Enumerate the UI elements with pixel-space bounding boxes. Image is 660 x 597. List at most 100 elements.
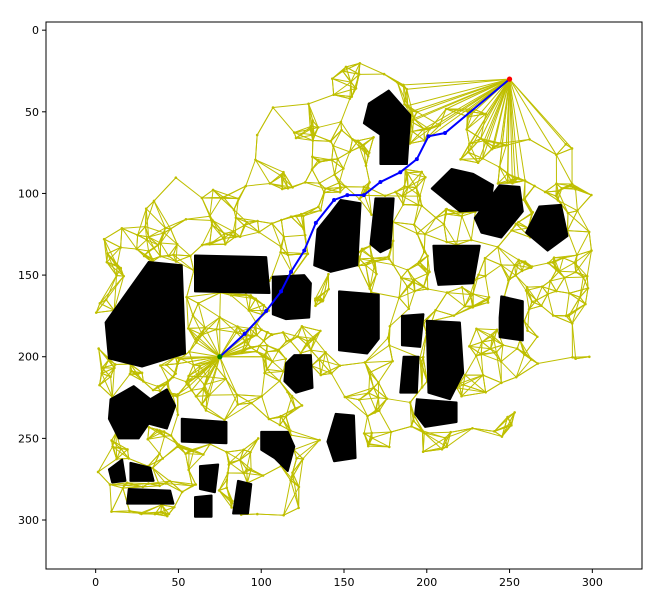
roadmap-edge bbox=[567, 210, 578, 214]
roadmap-edge bbox=[373, 387, 379, 398]
roadmap-edge bbox=[526, 286, 537, 301]
roadmap-node bbox=[327, 272, 330, 276]
roadmap-edge bbox=[105, 299, 115, 311]
roadmap-edge bbox=[417, 196, 421, 206]
roadmap-node bbox=[401, 194, 404, 198]
roadmap-edge bbox=[147, 453, 160, 467]
roadmap-edge bbox=[319, 174, 335, 184]
roadmap-edge bbox=[147, 431, 165, 440]
roadmap-node bbox=[159, 364, 162, 367]
roadmap-edge bbox=[141, 372, 144, 382]
roadmap-node bbox=[486, 301, 490, 304]
roadmap-node bbox=[119, 246, 122, 249]
roadmap-edge bbox=[264, 356, 273, 362]
roadmap-edge bbox=[322, 274, 329, 302]
roadmap-edge bbox=[331, 66, 347, 80]
roadmap-edge bbox=[333, 87, 357, 96]
roadmap-edge bbox=[268, 415, 281, 420]
roadmap-edge bbox=[261, 372, 266, 397]
goal-fan-edge bbox=[509, 79, 513, 184]
roadmap-edge bbox=[398, 290, 415, 299]
roadmap-edge bbox=[237, 395, 262, 405]
roadmap-node bbox=[300, 404, 304, 407]
roadmap-edge bbox=[392, 204, 404, 223]
roadmap-edge bbox=[236, 394, 239, 405]
roadmap-edge bbox=[402, 186, 409, 205]
roadmap-node bbox=[144, 207, 148, 211]
roadmap-edge bbox=[413, 224, 426, 235]
roadmap-edge bbox=[137, 234, 147, 241]
roadmap-edge bbox=[99, 275, 117, 304]
roadmap-edge bbox=[185, 443, 211, 455]
roadmap-edge bbox=[331, 145, 334, 160]
roadmap-edge bbox=[177, 383, 188, 395]
roadmap-edge bbox=[167, 380, 171, 394]
roadmap-edge bbox=[311, 351, 326, 367]
roadmap-edge bbox=[224, 230, 234, 235]
roadmap-edge bbox=[407, 172, 426, 178]
roadmap-edge bbox=[248, 304, 264, 311]
roadmap-edge bbox=[301, 325, 321, 332]
roadmap-node bbox=[278, 423, 282, 427]
roadmap-edge bbox=[107, 253, 118, 276]
roadmap-edge bbox=[295, 137, 313, 141]
roadmap-edge bbox=[271, 350, 279, 362]
roadmap-node bbox=[554, 194, 558, 198]
roadmap-edge bbox=[553, 257, 560, 272]
roadmap-edge bbox=[235, 217, 258, 222]
roadmap-edge bbox=[512, 180, 526, 184]
roadmap-edge bbox=[305, 181, 320, 184]
roadmap-edge bbox=[556, 290, 570, 294]
path-point bbox=[426, 134, 431, 139]
roadmap-edge bbox=[406, 286, 410, 309]
roadmap-edge bbox=[481, 335, 493, 343]
roadmap-node bbox=[300, 325, 304, 328]
roadmap-edge bbox=[429, 108, 447, 130]
roadmap-edge bbox=[116, 449, 128, 460]
roadmap-edge bbox=[371, 431, 392, 434]
roadmap-edge bbox=[292, 472, 300, 509]
roadmap-node bbox=[416, 263, 420, 266]
roadmap-edge bbox=[137, 374, 144, 382]
roadmap-edge bbox=[226, 451, 241, 461]
roadmap-edge bbox=[359, 258, 367, 266]
roadmap-edge bbox=[495, 352, 502, 383]
roadmap-edge bbox=[120, 246, 137, 250]
roadmap-edge bbox=[197, 303, 206, 328]
roadmap-edge bbox=[503, 278, 511, 297]
roadmap-edge bbox=[165, 482, 193, 487]
roadmap-edge bbox=[102, 363, 116, 369]
roadmap-edge bbox=[558, 257, 564, 272]
roadmap-edge bbox=[400, 277, 408, 287]
roadmap-node bbox=[370, 213, 373, 216]
roadmap-edge bbox=[574, 254, 578, 263]
obstacle-5 bbox=[194, 254, 271, 295]
roadmap-edge bbox=[170, 218, 187, 230]
roadmap-edge bbox=[243, 468, 252, 474]
roadmap-edge bbox=[300, 206, 319, 215]
roadmap-edge bbox=[201, 388, 205, 405]
roadmap-edge bbox=[571, 303, 586, 324]
roadmap-edge bbox=[332, 129, 343, 147]
roadmap-edge bbox=[111, 440, 118, 460]
goal-fan-edge bbox=[407, 78, 510, 107]
roadmap-edge bbox=[224, 236, 236, 245]
roadmap-edge bbox=[407, 171, 423, 188]
roadmap-edge bbox=[469, 345, 482, 355]
roadmap-edge bbox=[188, 364, 194, 377]
roadmap-edge bbox=[293, 449, 304, 460]
roadmap-edge bbox=[413, 415, 425, 434]
roadmap-edge bbox=[568, 296, 581, 317]
roadmap-edge bbox=[295, 215, 304, 229]
roadmap-edge bbox=[312, 139, 331, 142]
roadmap-edge bbox=[516, 363, 539, 378]
roadmap-node bbox=[389, 430, 393, 434]
roadmap-edge bbox=[453, 305, 466, 316]
roadmap-edge bbox=[256, 107, 274, 136]
roadmap-edge bbox=[515, 223, 529, 229]
roadmap-edge bbox=[281, 175, 289, 189]
roadmap-edge bbox=[145, 208, 166, 229]
roadmap-edge bbox=[122, 486, 143, 489]
roadmap-edge bbox=[525, 290, 530, 310]
